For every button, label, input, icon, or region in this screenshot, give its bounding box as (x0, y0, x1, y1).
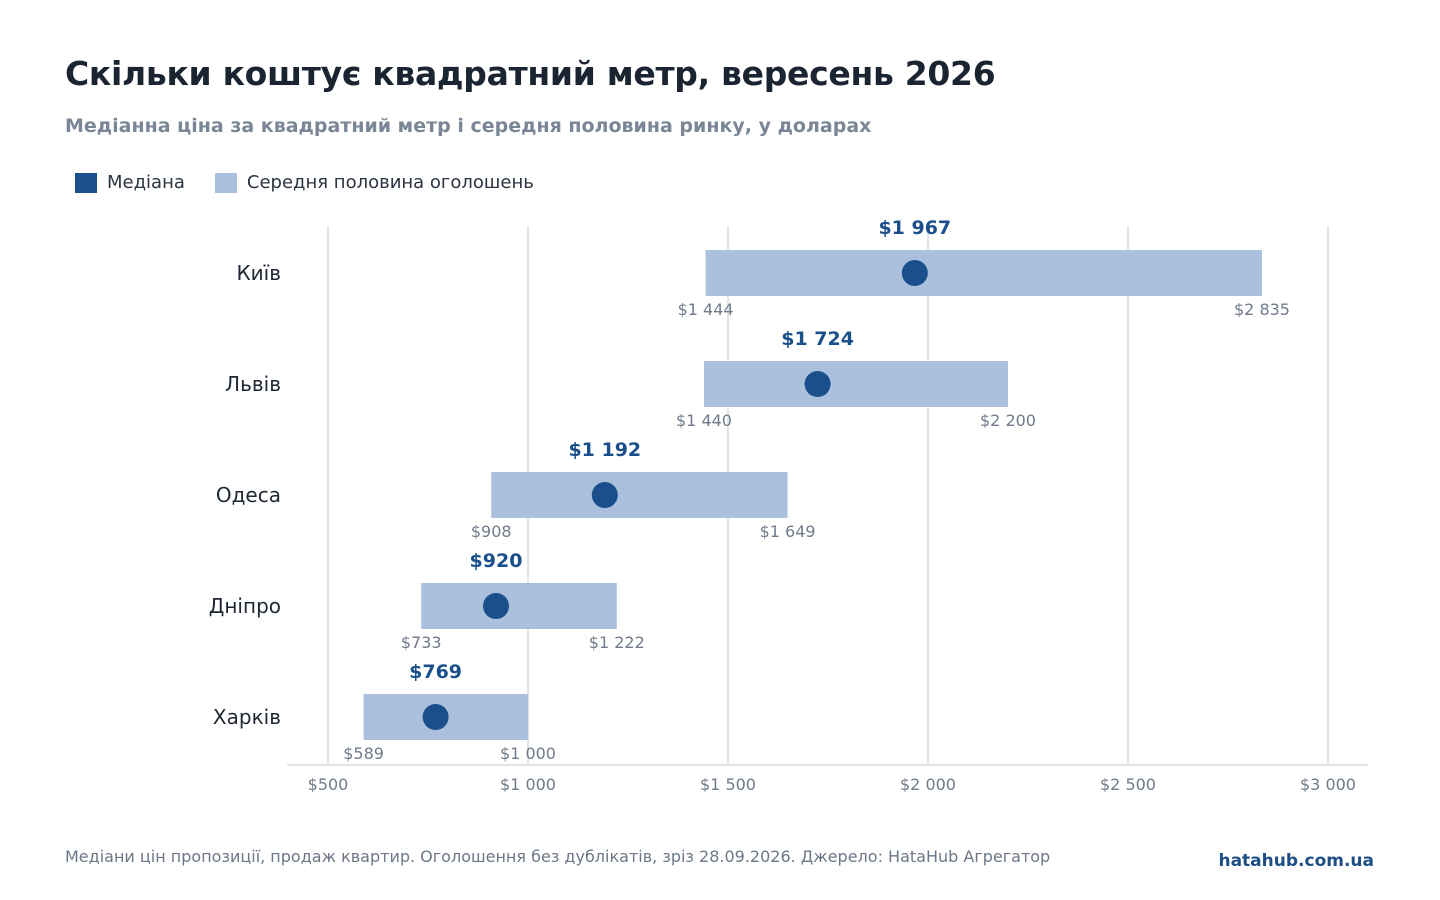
range-bar (705, 250, 1262, 296)
range-high-label: $2 835 (1234, 300, 1290, 319)
median-dot (591, 482, 618, 508)
range-high-label: $1 649 (760, 522, 816, 541)
category-label: Дніпро (209, 594, 281, 618)
x-tick-label: $500 (308, 775, 349, 794)
category-label: Одеса (216, 483, 281, 507)
range-low-label: $589 (343, 744, 384, 763)
category-label: Київ (236, 261, 281, 285)
range-high-label: $2 200 (980, 411, 1036, 430)
median-value-label: $920 (470, 550, 523, 572)
category-label: Харків (213, 705, 281, 729)
legend: Медіана Середня половина оголошень (75, 172, 534, 193)
x-tick-label: $2 500 (1100, 775, 1156, 794)
range-bar (704, 361, 1008, 407)
x-tick-label: $3 000 (1300, 775, 1356, 794)
x-tick-label: $2 000 (900, 775, 956, 794)
median-dot (422, 704, 449, 730)
range-low-label: $908 (471, 522, 512, 541)
legend-label-median: Медіана (107, 172, 185, 193)
range-high-label: $1 000 (500, 744, 556, 763)
median-dot (901, 260, 928, 286)
median-value-label: $1 192 (568, 439, 641, 461)
legend-label-range: Середня половина оголошень (246, 172, 534, 193)
legend-swatch-range (214, 172, 237, 193)
legend-item-range: Середня половина оголошень (214, 172, 534, 193)
range-low-label: $1 440 (676, 411, 732, 430)
x-tick-label: $1 500 (700, 775, 756, 794)
median-value-label: $1 967 (878, 217, 951, 239)
range-bar (421, 583, 617, 629)
range-low-label: $1 444 (678, 300, 734, 319)
range-high-label: $1 222 (589, 633, 645, 652)
legend-item-median: Медіана (75, 172, 185, 193)
footer-note: Медіани цін пропозиції, продаж квартир. … (65, 847, 1051, 866)
x-tick-label: $1 000 (500, 775, 556, 794)
median-value-label: $769 (409, 661, 462, 683)
brand-link[interactable]: hatahub.com.ua (1218, 851, 1374, 871)
legend-swatch-median (75, 172, 97, 193)
chart-subtitle: Медіанна ціна за квадратний метр і серед… (65, 115, 872, 137)
median-value-label: $1 724 (781, 328, 854, 350)
median-dot (483, 593, 509, 619)
range-bar (491, 472, 788, 518)
range-low-label: $733 (401, 633, 442, 652)
median-dot (804, 371, 831, 397)
chart-title: Скільки коштує квадратний метр, вересень… (65, 54, 996, 93)
category-label: Львів (225, 372, 281, 396)
